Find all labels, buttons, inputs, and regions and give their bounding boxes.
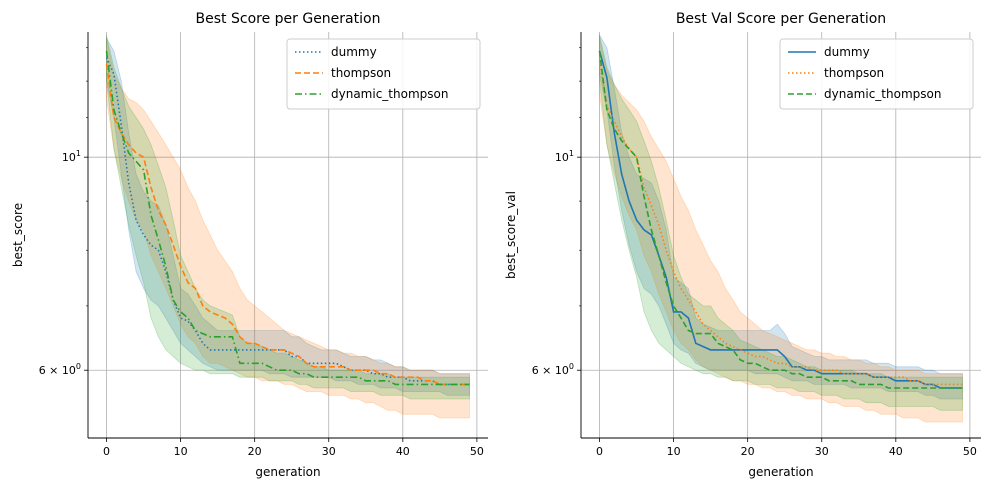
x-tick-label: 50 (963, 445, 977, 458)
band-dummy (106, 36, 470, 396)
x-tick-label: 50 (470, 445, 484, 458)
legend-box (286, 38, 481, 110)
y-tick-label: 101 (62, 149, 81, 164)
x-tick-label: 20 (741, 445, 755, 458)
chart-title: Best Score per Generation (196, 11, 381, 27)
chart-title: Best Val Score per Generation (676, 11, 886, 27)
series-line-dynamic_thompson (598, 50, 963, 389)
x-tick-label: 0 (103, 445, 110, 458)
x-tick-label: 10 (667, 445, 681, 458)
legend: dummy thompson dynamic_thompson (286, 38, 481, 110)
x-tick-label: 40 (889, 445, 903, 458)
x-tick-label: 30 (322, 445, 336, 458)
x-tick-label: 20 (248, 445, 262, 458)
band-thompson (106, 38, 470, 419)
legend-label-dynamic_thompson: dynamic_thompson (331, 87, 448, 101)
band-dummy (599, 33, 963, 400)
x-axis-label: generation (748, 465, 813, 479)
legend-label-dummy: dummy (331, 45, 377, 59)
x-axis-label: generation (255, 465, 320, 479)
y-axis-label: best_score (11, 203, 25, 267)
chart-best-score: Best Score per Generation 0 10 20 30 40 50 101 6… (11, 11, 488, 479)
series-line-thompson (105, 63, 470, 386)
y-tick-label: 6 × 100 (532, 362, 574, 377)
legend-label-dummy: dummy (824, 45, 870, 59)
chart-best-val-score: Best Val Score per Generation 0 10 20 30 40 50… (504, 11, 981, 479)
y-tick-label: 6 × 100 (39, 362, 81, 377)
y-tick-label: 101 (555, 149, 574, 164)
legend-label-thompson: thompson (331, 66, 391, 80)
x-tick-label: 30 (815, 445, 829, 458)
x-tick-label: 10 (174, 445, 188, 458)
y-axis-label: best_score_val (504, 191, 518, 279)
legend-label-dynamic_thompson: dynamic_thompson (824, 87, 941, 101)
legend: dummy thompson dynamic_thompson (779, 38, 974, 110)
legend-box (779, 38, 974, 110)
legend-label-thompson: thompson (824, 66, 884, 80)
series-line-thompson (598, 60, 963, 386)
band-dynamic_thompson (599, 35, 963, 411)
x-tick-label: 40 (396, 445, 410, 458)
x-tick-label: 0 (596, 445, 603, 458)
series-line-dynamic_thompson (105, 50, 470, 386)
band-dynamic_thompson (106, 35, 470, 400)
